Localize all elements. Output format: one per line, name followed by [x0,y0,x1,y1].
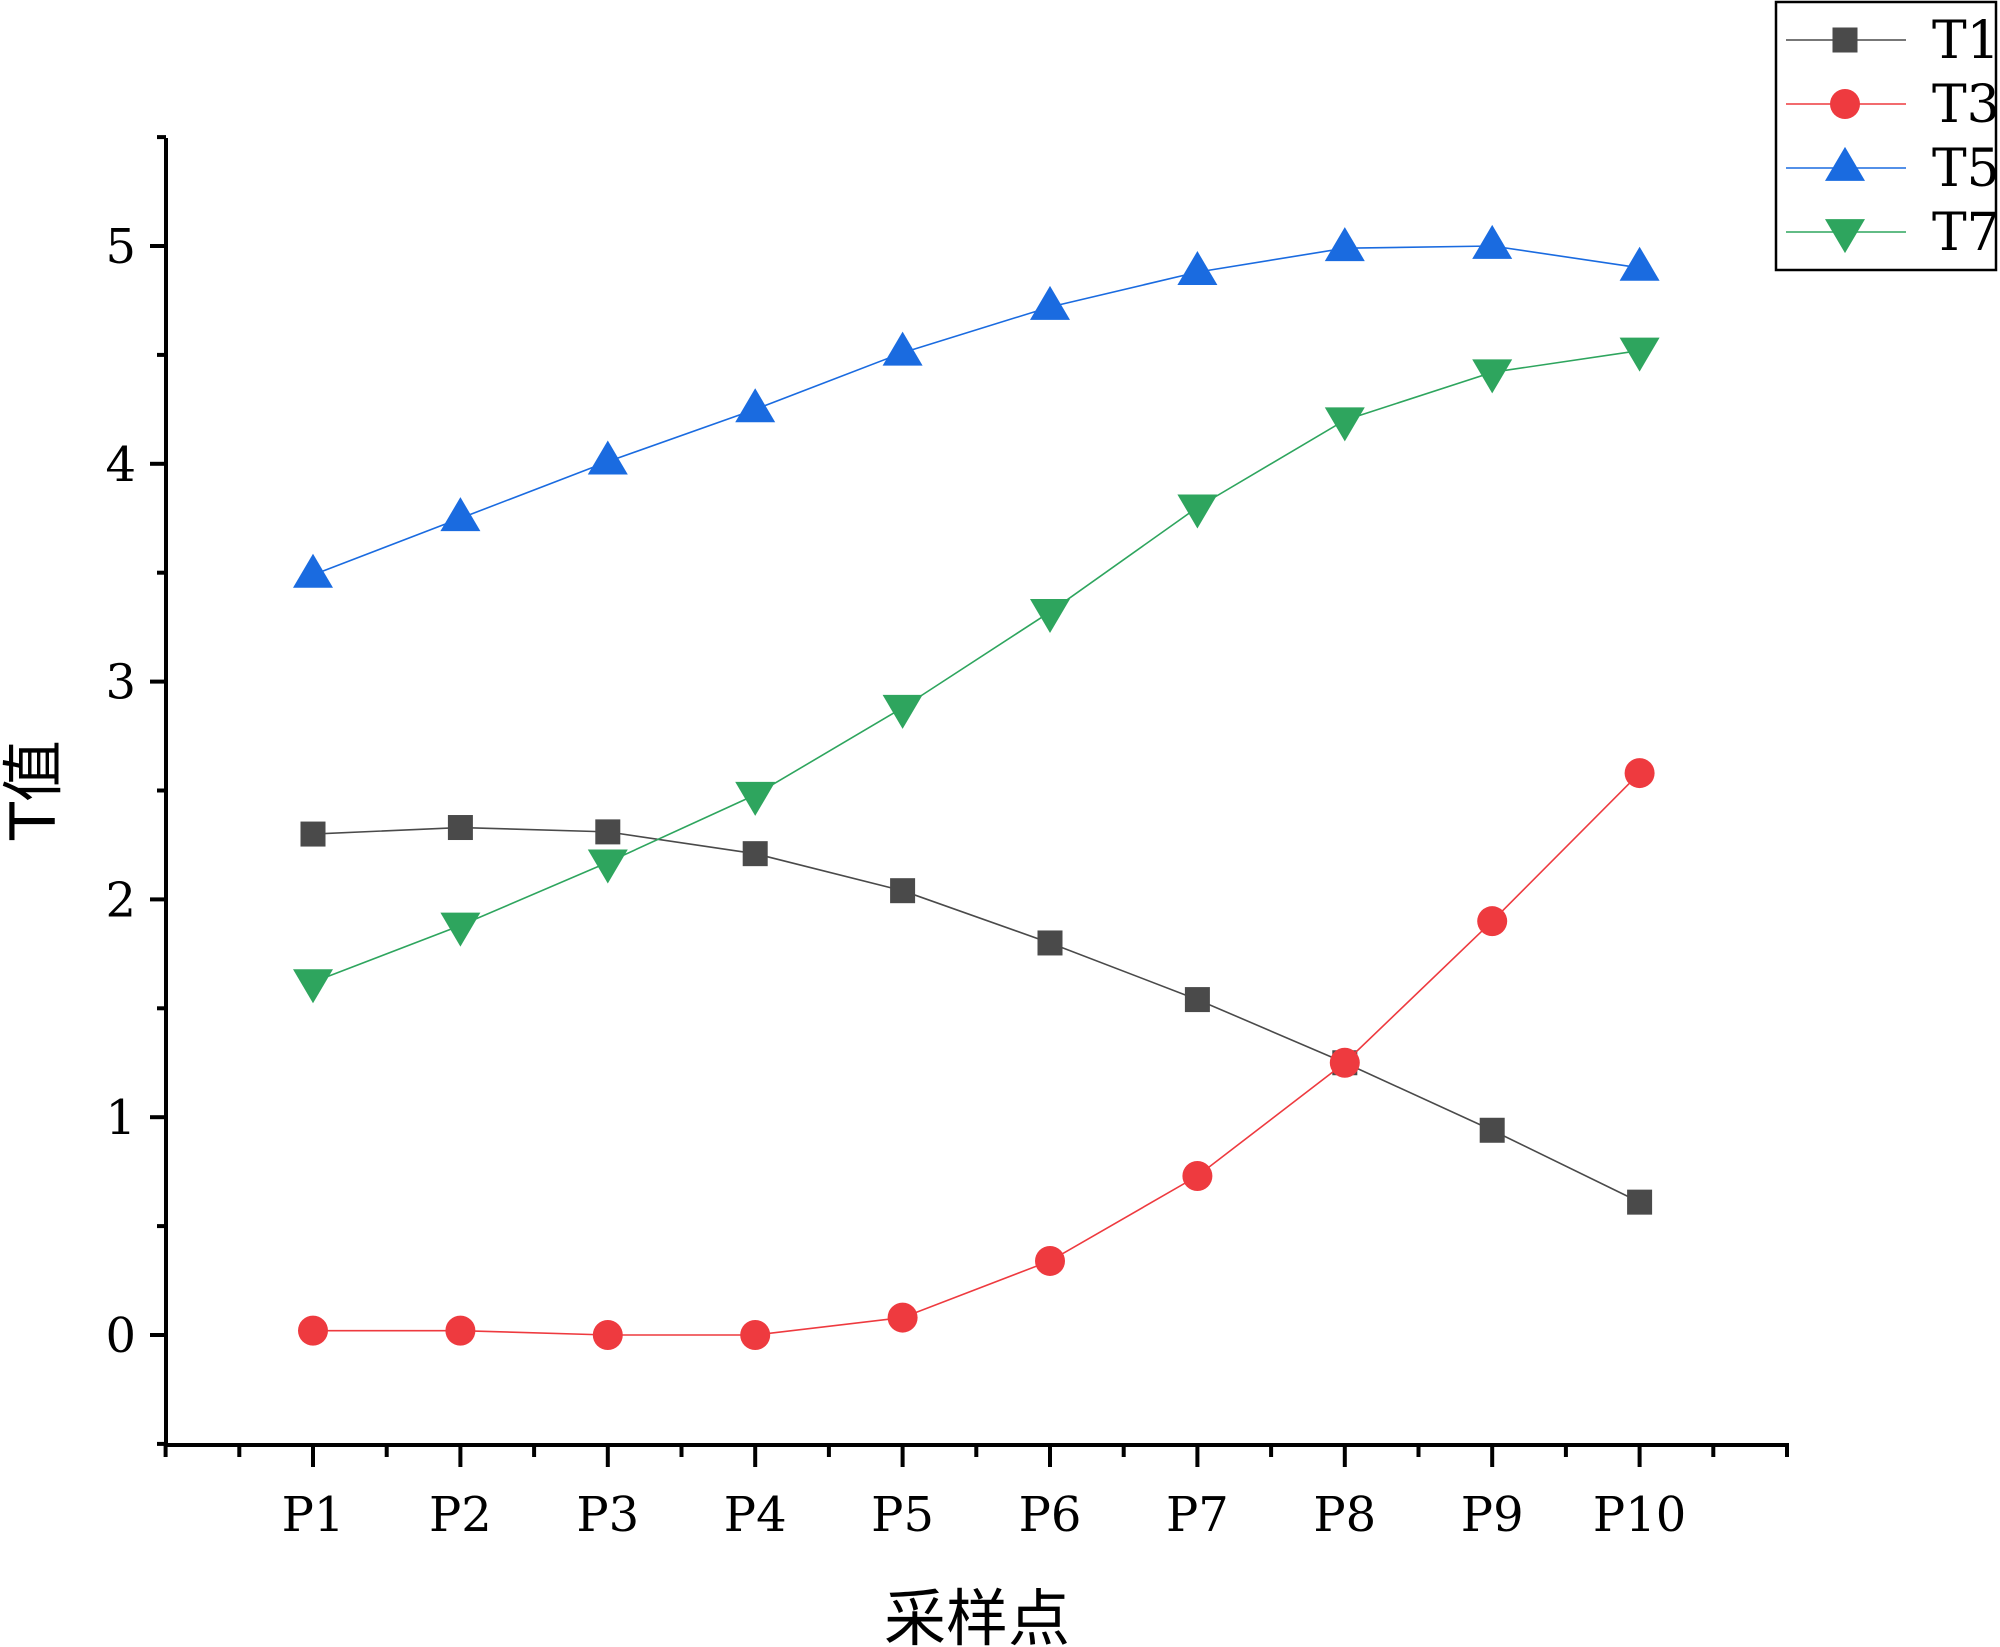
y-axis-title: T值 [0,740,70,841]
data-point-t5 [1472,224,1513,259]
data-point-t1 [1479,1117,1505,1143]
data-point-t1 [1184,987,1210,1013]
data-point-t5 [1177,251,1218,286]
legend-item-t7: T7 [1786,203,2000,263]
data-point-t7 [1472,359,1513,394]
data-point-t7 [1324,407,1365,442]
data-point-t5 [735,388,776,423]
x-tick-label: P1 [282,1487,345,1543]
data-point-t7 [1619,337,1660,372]
y-tick-label: 2 [105,872,136,928]
legend-marker [1832,27,1858,53]
legend-box [1774,0,1998,272]
data-point-t3 [592,1320,623,1350]
series-line-t1 [312,826,1640,1203]
data-point-t7 [882,694,923,729]
data-point-t1 [890,878,916,904]
data-point-t5 [1619,246,1660,281]
data-point-t7 [1177,494,1218,529]
x-tick-label: P9 [1461,1487,1524,1543]
data-point-t5 [587,440,628,475]
x-tick-label: P7 [1166,1487,1229,1543]
data-point-t3 [298,1315,328,1346]
series-line-t7 [312,349,1640,983]
axes [164,138,1789,1447]
y-tick-label: 5 [105,219,136,275]
data-point-t5 [1324,227,1365,262]
legend-label: T7 [1932,203,2000,263]
legend-item-t1: T1 [1786,11,2000,71]
data-point-t1 [1627,1189,1653,1215]
x-tick-label: P3 [576,1487,639,1543]
data-point-t1 [447,815,473,841]
data-point-t7 [440,912,481,947]
y-tick-label: 0 [105,1308,136,1364]
x-tick-label: P5 [871,1487,934,1543]
data-point-t5 [440,497,481,532]
x-tick-label: P2 [429,1487,492,1543]
series-line-t3 [313,772,1641,1336]
y-tick-label: 3 [105,655,136,711]
x-tick-label: P8 [1313,1487,1376,1543]
data-point-t3 [1329,1047,1360,1078]
data-point-t3 [1182,1161,1213,1192]
data-point-t5 [293,553,333,588]
data-point-t5 [882,331,923,366]
data-point-t1 [742,841,768,867]
data-point-t7 [293,969,333,1004]
data-point-t7 [587,849,628,884]
x-tick-label: P4 [724,1487,787,1543]
data-point-t3 [445,1315,476,1346]
legend-item-t5: T5 [1786,139,2000,199]
series-t3 [298,758,1655,1350]
legend-label: T1 [1932,11,2000,71]
legend-marker [1830,89,1860,119]
data-point-t5 [1030,285,1070,320]
x-axis-title: 采样点 [884,1582,1070,1647]
data-point-t3 [887,1302,918,1333]
legend-item-t3: T3 [1786,75,2000,135]
series-layer [293,224,1660,1350]
x-tick-label: P6 [1019,1487,1082,1543]
series-t7 [293,337,1660,1004]
x-ticks: P1 P2 P3 P4 P5 P6 P7 P8 P9 P10 [163,1445,1789,1543]
series-t5 [293,224,1660,588]
x-tick-label: P10 [1593,1487,1686,1543]
data-point-t7 [735,781,776,816]
data-point-t3 [1477,906,1508,937]
legend-marker [1825,146,1865,181]
y-ticks: 0 1 2 3 4 5 [105,135,166,1446]
y-tick-label: 4 [105,437,136,493]
data-point-t1 [300,821,326,847]
data-point-t3 [740,1320,771,1350]
legend-label: T3 [1932,75,2000,135]
data-point-t3 [1624,758,1655,789]
y-tick-label: 1 [105,1090,136,1146]
series-line-t5 [312,245,1640,576]
series-t1 [300,815,1653,1215]
data-point-t1 [1037,930,1063,956]
legend-label: T5 [1932,139,2000,199]
legend-marker [1825,219,1865,254]
data-point-t7 [1030,598,1070,633]
data-point-t3 [1035,1245,1065,1276]
data-point-t1 [595,819,621,845]
